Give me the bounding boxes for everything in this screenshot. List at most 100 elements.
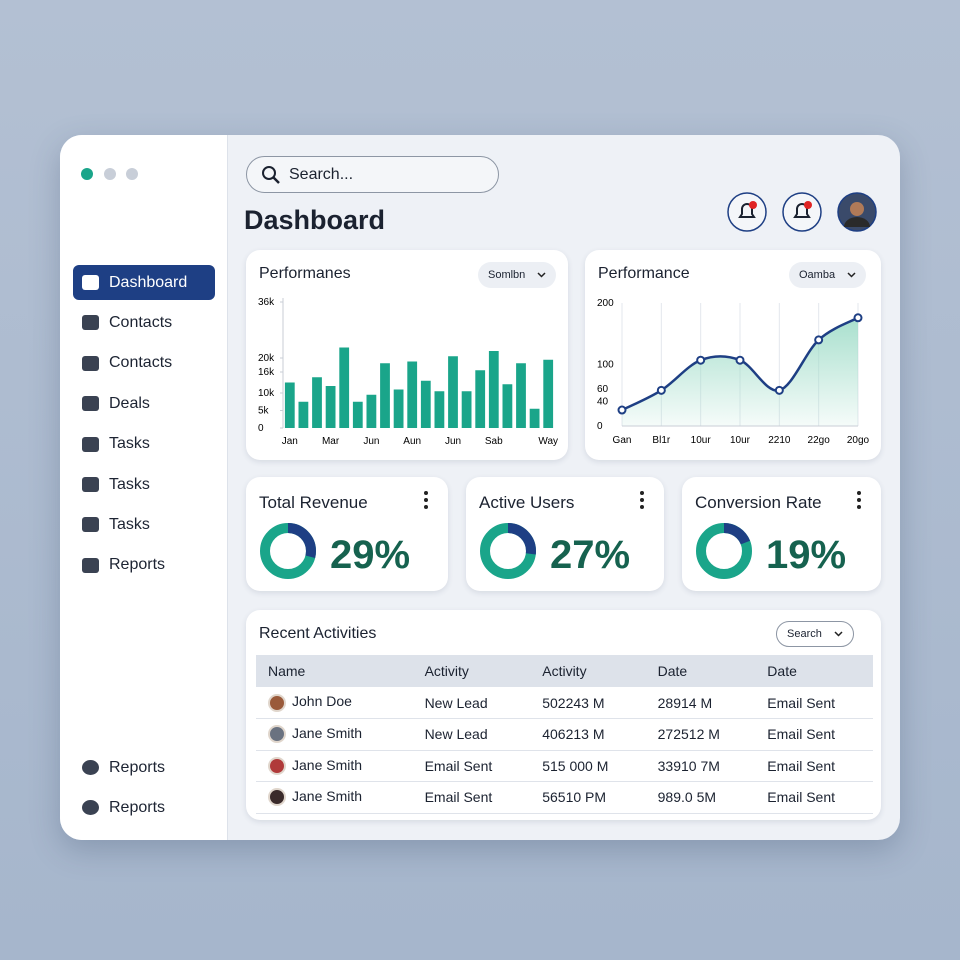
bar <box>502 384 513 428</box>
kpi-title: Active Users <box>479 493 575 512</box>
table-cell: 989.0 5M <box>645 781 756 814</box>
chart-filter[interactable]: Oamba <box>789 262 867 288</box>
bar <box>325 386 336 428</box>
bar <box>461 391 472 428</box>
chevron <box>537 272 546 278</box>
menu-dot <box>424 505 428 509</box>
search-box[interactable]: Search... <box>246 156 499 193</box>
notification-button[interactable] <box>782 192 822 232</box>
donut <box>696 523 752 579</box>
table-cell: Email Sent <box>412 781 531 814</box>
x-tick-label: Jan <box>282 436 298 447</box>
menu-dot <box>640 491 644 495</box>
page-title: Dashboard <box>244 205 386 235</box>
cell-text: Jane Smith <box>292 756 363 773</box>
kpi-menu[interactable] <box>640 491 644 512</box>
notification-button[interactable] <box>727 192 767 232</box>
table-cell: Email Sent <box>755 687 873 719</box>
window-dot <box>81 168 93 180</box>
kpi-value: 27% <box>550 533 631 577</box>
cell-text: 28914 M <box>657 694 713 711</box>
point <box>656 385 666 395</box>
nav-item[interactable]: Dashboard <box>73 265 215 300</box>
y-tick-label: 60 <box>597 384 609 395</box>
y-tick-label: 0 <box>597 421 603 432</box>
nav-item[interactable]: Reports <box>73 750 215 785</box>
menu-dot <box>424 491 428 495</box>
x-tick-label: 10ur <box>691 435 712 446</box>
table-cell: 406213 M <box>530 718 646 751</box>
cell-text: New Lead <box>424 694 488 711</box>
row-avatar <box>268 693 286 712</box>
table-cell: 56510 PM <box>530 781 646 814</box>
kpi-value: 29% <box>330 533 411 577</box>
nav-label: Tasks <box>109 435 150 453</box>
table-body: John Doe New Lead 502243 M 28914 M Email Sen… <box>256 687 873 814</box>
nav-label: Reports <box>109 556 166 574</box>
y-tick-label: 5k <box>258 406 270 417</box>
y-tick-label: 10k <box>258 388 275 399</box>
table-cell: 28914 M <box>645 687 756 719</box>
filter-label: Somlbn <box>488 269 526 281</box>
nav-item[interactable]: Contacts <box>73 346 215 381</box>
nav-item[interactable]: Tasks <box>73 427 215 462</box>
bar <box>380 363 390 428</box>
column-header: Activity <box>412 655 531 687</box>
nav-icon <box>82 760 99 775</box>
cell-text: Email Sent <box>767 757 835 774</box>
column-header: Name <box>256 655 413 687</box>
x-tick-label: 22go <box>808 435 831 446</box>
donut <box>480 523 536 579</box>
donut-value <box>260 523 316 579</box>
activities-filter[interactable]: Search <box>776 621 854 647</box>
kpi-value: 19% <box>766 533 847 577</box>
sidebar: Dashboard Contacts Contacts Deals Tasks Tasks… <box>60 135 228 840</box>
cell-text: Email Sent <box>767 726 835 743</box>
nav-item[interactable]: Deals <box>73 386 215 421</box>
nav-item[interactable]: Reports <box>73 790 215 825</box>
row-avatar <box>268 788 286 807</box>
bar <box>407 361 418 428</box>
nav-item[interactable]: Tasks <box>73 507 215 542</box>
table-cell: Email Sent <box>755 718 873 751</box>
nav-label: Contacts <box>109 313 173 331</box>
bar <box>393 389 404 428</box>
row-avatar <box>268 725 286 744</box>
activities-table: Name Activity Activity Date Date John Doe New… <box>256 655 873 814</box>
kpi-menu[interactable] <box>424 491 428 512</box>
bar <box>312 377 322 428</box>
table-cell: 33910 7M <box>645 750 756 782</box>
nav-item[interactable]: Contacts <box>73 305 215 340</box>
donut-value <box>480 523 536 579</box>
chevron <box>847 272 856 278</box>
x-tick-label: Gan <box>613 435 632 446</box>
nav-icon <box>82 557 99 573</box>
cell-text: Email Sent <box>424 789 493 806</box>
kpi-menu[interactable] <box>857 491 861 512</box>
bar <box>448 356 458 428</box>
x-tick-label: 10ur <box>730 435 751 446</box>
nav-label: Deals <box>109 394 150 412</box>
cell-text: 515 000 M <box>542 757 609 774</box>
user-avatar[interactable] <box>837 192 877 232</box>
chart-filter[interactable]: Somlbn <box>478 262 557 288</box>
table-cell: Email Sent <box>755 750 873 782</box>
cell-text: Email Sent <box>767 694 835 711</box>
table-cell: Jane Smith <box>256 781 413 814</box>
filter-label: Oamba <box>799 269 836 281</box>
nav-item[interactable]: Tasks <box>73 467 215 502</box>
table-cell: Jane Smith <box>256 750 413 782</box>
cell-text: New Lead <box>424 726 488 743</box>
y-tick-label: 40 <box>597 396 609 407</box>
point <box>774 385 784 395</box>
y-tick-label: 200 <box>597 298 614 309</box>
line-chart-card: Performance Oamba 0 40 60 100 200 Gan Bl1r 10ur… <box>585 250 881 460</box>
nav-item[interactable]: Reports <box>73 548 215 583</box>
chart-title: Performance <box>598 265 690 282</box>
menu-dot <box>640 498 644 502</box>
table-row: Jane Smith Email Sent 515 000 M 33910 7M Ema… <box>256 750 873 782</box>
table-cell: Email Sent <box>412 750 531 782</box>
bar <box>298 401 309 428</box>
kpi-title: Conversion Rate <box>695 493 822 512</box>
chart-title: Performanes <box>259 265 351 282</box>
